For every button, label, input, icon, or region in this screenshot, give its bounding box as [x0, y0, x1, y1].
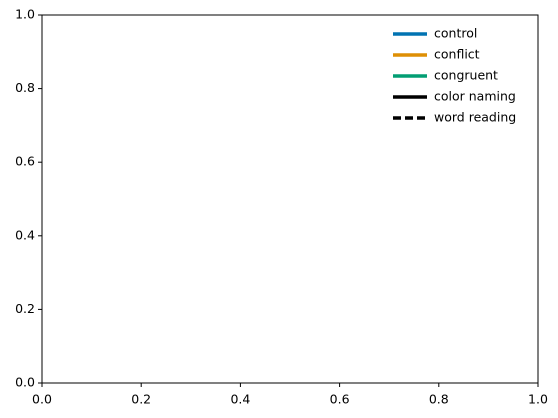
x-tick-label: 1.0	[528, 392, 548, 407]
x-tick-label: 0.2	[131, 392, 151, 407]
legend-label: color naming	[434, 89, 516, 104]
x-tick-label: 0.4	[230, 392, 250, 407]
legend-label: conflict	[434, 47, 480, 62]
y-tick-label: 0.2	[15, 301, 35, 316]
y-tick-label: 0.8	[15, 80, 35, 95]
legend-label: word reading	[434, 110, 516, 125]
legend-label: control	[434, 26, 477, 41]
y-tick-label: 1.0	[15, 7, 35, 22]
x-tick-label: 0.0	[32, 392, 52, 407]
legend-label: congruent	[434, 68, 498, 83]
y-tick-label: 0.4	[15, 227, 35, 242]
x-tick-label: 0.6	[330, 392, 350, 407]
y-tick-label: 0.6	[15, 154, 35, 169]
y-tick-label: 0.0	[15, 375, 35, 390]
x-tick-label: 0.8	[429, 392, 449, 407]
plot-frame	[41, 14, 539, 384]
